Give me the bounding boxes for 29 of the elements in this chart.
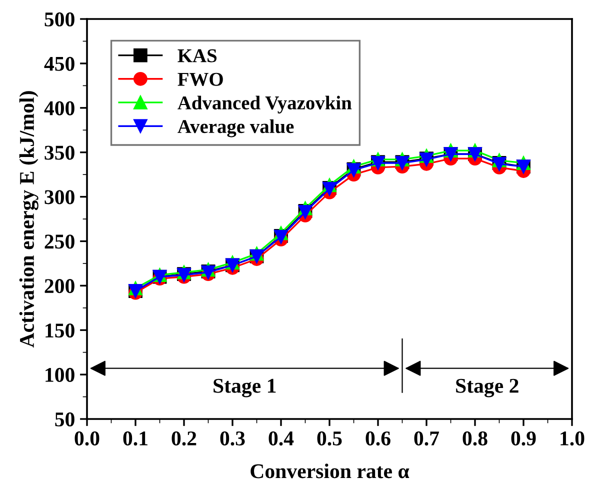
annotation: Stage 1: [214, 378, 276, 398]
y-tick-label: 100: [46, 368, 74, 382]
x-tick-label: 0.4: [268, 431, 294, 446]
y-tick-label: 400: [44, 101, 74, 116]
y-tick-label: 200: [44, 279, 74, 294]
x-tick-label: 0.2: [172, 431, 196, 446]
x-tick-label: 0.0: [74, 431, 100, 446]
x-tick-label: 1.0: [560, 431, 584, 446]
x-tick-label: 0.8: [462, 431, 488, 446]
legend-label: Advanced Vyazovkin: [178, 96, 352, 114]
y-tick-label: 250: [44, 234, 74, 249]
y-tick-label: 50: [55, 412, 74, 426]
y-axis-title: Activation energy E (kJ/mol): [19, 91, 38, 348]
x-tick-label: 0.7: [414, 431, 440, 446]
legend-label: KAS: [178, 49, 217, 62]
x-tick-label: 0.9: [511, 431, 536, 446]
x-axis-title: Conversion rate α: [250, 464, 410, 478]
legend-label: Average value: [178, 119, 294, 138]
y-tick-label: 300: [44, 190, 74, 204]
x-tick-label: 0.6: [366, 431, 390, 446]
annotation: Stage 2: [456, 378, 518, 398]
legend-label: FWO: [178, 72, 223, 86]
x-tick-label: 0.3: [220, 431, 245, 446]
y-tick-label: 450: [44, 56, 74, 71]
y-tick-label: 350: [44, 146, 74, 160]
x-tick-label: 0.5: [317, 431, 342, 446]
x-tick-label: 0.1: [123, 431, 148, 446]
y-tick-label: 500: [44, 12, 74, 26]
y-tick-label: 150: [46, 323, 74, 338]
